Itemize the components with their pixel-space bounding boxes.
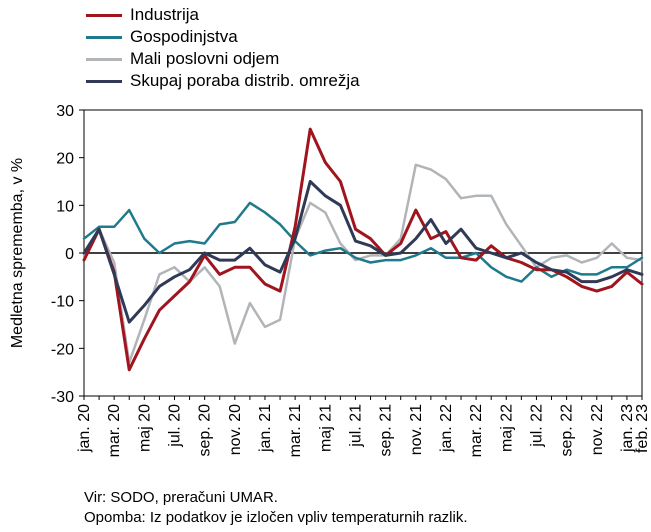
plot-area: -30 -20 -10 0 10 20 30 jan. 20 mar. 20 maj 20 jul.…: [9, 103, 651, 457]
remark-note: Opomba: Iz podatkov je izločen vpliv tem…: [84, 509, 468, 526]
x-tick-label: maj 20: [136, 404, 153, 452]
series-line-4: [82, 180, 644, 324]
x-tick-label: jan. 22: [438, 404, 455, 453]
series-line-2: [82, 201, 644, 283]
legend-label: Mali poslovni odjem: [130, 49, 280, 68]
footnotes: Vir: SODO, preračuni UMAR. Opomba: Iz po…: [84, 488, 468, 528]
x-tick-label: sep. 20: [197, 404, 214, 457]
legend-label: Skupaj poraba distrib. omrežja: [130, 71, 360, 90]
legend-item: Gospodinjstva: [86, 26, 360, 48]
series-line-3: [82, 163, 644, 364]
x-tick-label: jan. 23: [619, 404, 636, 453]
y-tick-label: 0: [65, 246, 74, 263]
x-tick-label: mar. 21: [287, 404, 304, 457]
y-tick-label: 20: [56, 151, 74, 168]
x-tick-label: jul. 22: [528, 404, 545, 448]
x-tick-label: nov. 21: [408, 404, 425, 455]
y-axis-title: Medletna sprememba, v %: [9, 158, 26, 348]
legend-swatch: [86, 35, 122, 39]
legend-swatch: [86, 13, 122, 17]
x-tick-label: feb. 23: [634, 404, 651, 453]
x-tick-label: jul. 21: [347, 404, 364, 448]
x-tick-label: sep. 21: [378, 404, 395, 457]
x-tick-label: maj 22: [498, 404, 515, 452]
x-tick-label: jan. 20: [76, 404, 93, 453]
y-tick-label: 10: [56, 198, 74, 215]
chart-legend: Industrija Gospodinjstva Mali poslovni odj…: [86, 4, 360, 92]
x-tick-label: sep. 22: [559, 404, 576, 457]
legend-label: Gospodinjstva: [130, 27, 238, 46]
x-tick-label: maj 21: [317, 404, 334, 452]
legend-swatch: [86, 79, 122, 83]
y-tick-label: -30: [51, 389, 74, 406]
legend-item: Skupaj poraba distrib. omrežja: [86, 70, 360, 92]
y-tick-label: 30: [56, 103, 74, 120]
x-tick-label: mar. 22: [468, 404, 485, 457]
series-line-1: [82, 127, 644, 372]
source-note: Vir: SODO, preračuni UMAR.: [84, 489, 278, 506]
legend-swatch: [86, 57, 122, 61]
x-tick-label: jan. 21: [257, 404, 274, 453]
x-tick-label: nov. 20: [227, 404, 244, 455]
x-tick-label: mar. 20: [106, 404, 123, 457]
legend-item: Mali poslovni odjem: [86, 48, 360, 70]
y-tick-label: -20: [51, 341, 74, 358]
legend-item: Industrija: [86, 4, 360, 26]
x-tick-label: jul. 20: [166, 404, 183, 448]
legend-label: Industrija: [130, 5, 199, 24]
y-tick-label: -10: [51, 294, 74, 311]
x-tick-label: nov. 22: [589, 404, 606, 455]
